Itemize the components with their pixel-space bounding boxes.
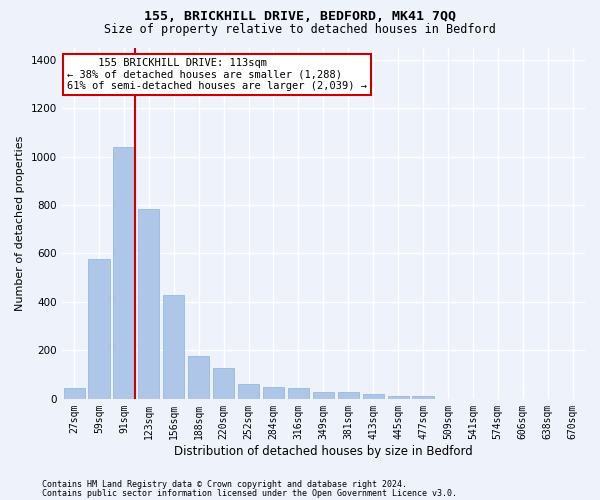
Bar (138, 208, 160, 399)
Text: Size of property relative to detached houses in Bedford: Size of property relative to detached ho… (104, 22, 496, 36)
Bar (213, 368, 234, 399)
Bar (288, 388, 309, 399)
Bar (263, 388, 284, 399)
Bar (338, 392, 359, 399)
Bar (313, 392, 334, 399)
X-axis label: Distribution of detached houses by size in Bedford: Distribution of detached houses by size … (174, 444, 473, 458)
Bar (362, 394, 384, 399)
Bar (163, 294, 184, 399)
Bar (388, 396, 409, 399)
Text: Contains public sector information licensed under the Open Government Licence v3: Contains public sector information licen… (42, 488, 457, 498)
Text: Contains HM Land Registry data © Crown copyright and database right 2024.: Contains HM Land Registry data © Crown c… (42, 480, 407, 489)
Bar (188, 356, 209, 399)
Y-axis label: Number of detached properties: Number of detached properties (15, 136, 25, 311)
Bar (113, 147, 134, 399)
Bar (412, 396, 434, 399)
Text: 155, BRICKHILL DRIVE, BEDFORD, MK41 7QQ: 155, BRICKHILL DRIVE, BEDFORD, MK41 7QQ (144, 10, 456, 23)
Text: 155 BRICKHILL DRIVE: 113sqm
← 38% of detached houses are smaller (1,288)
61% of : 155 BRICKHILL DRIVE: 113sqm ← 38% of det… (67, 58, 367, 91)
Bar (88, 259, 110, 399)
Bar (238, 384, 259, 399)
Bar (64, 388, 85, 399)
